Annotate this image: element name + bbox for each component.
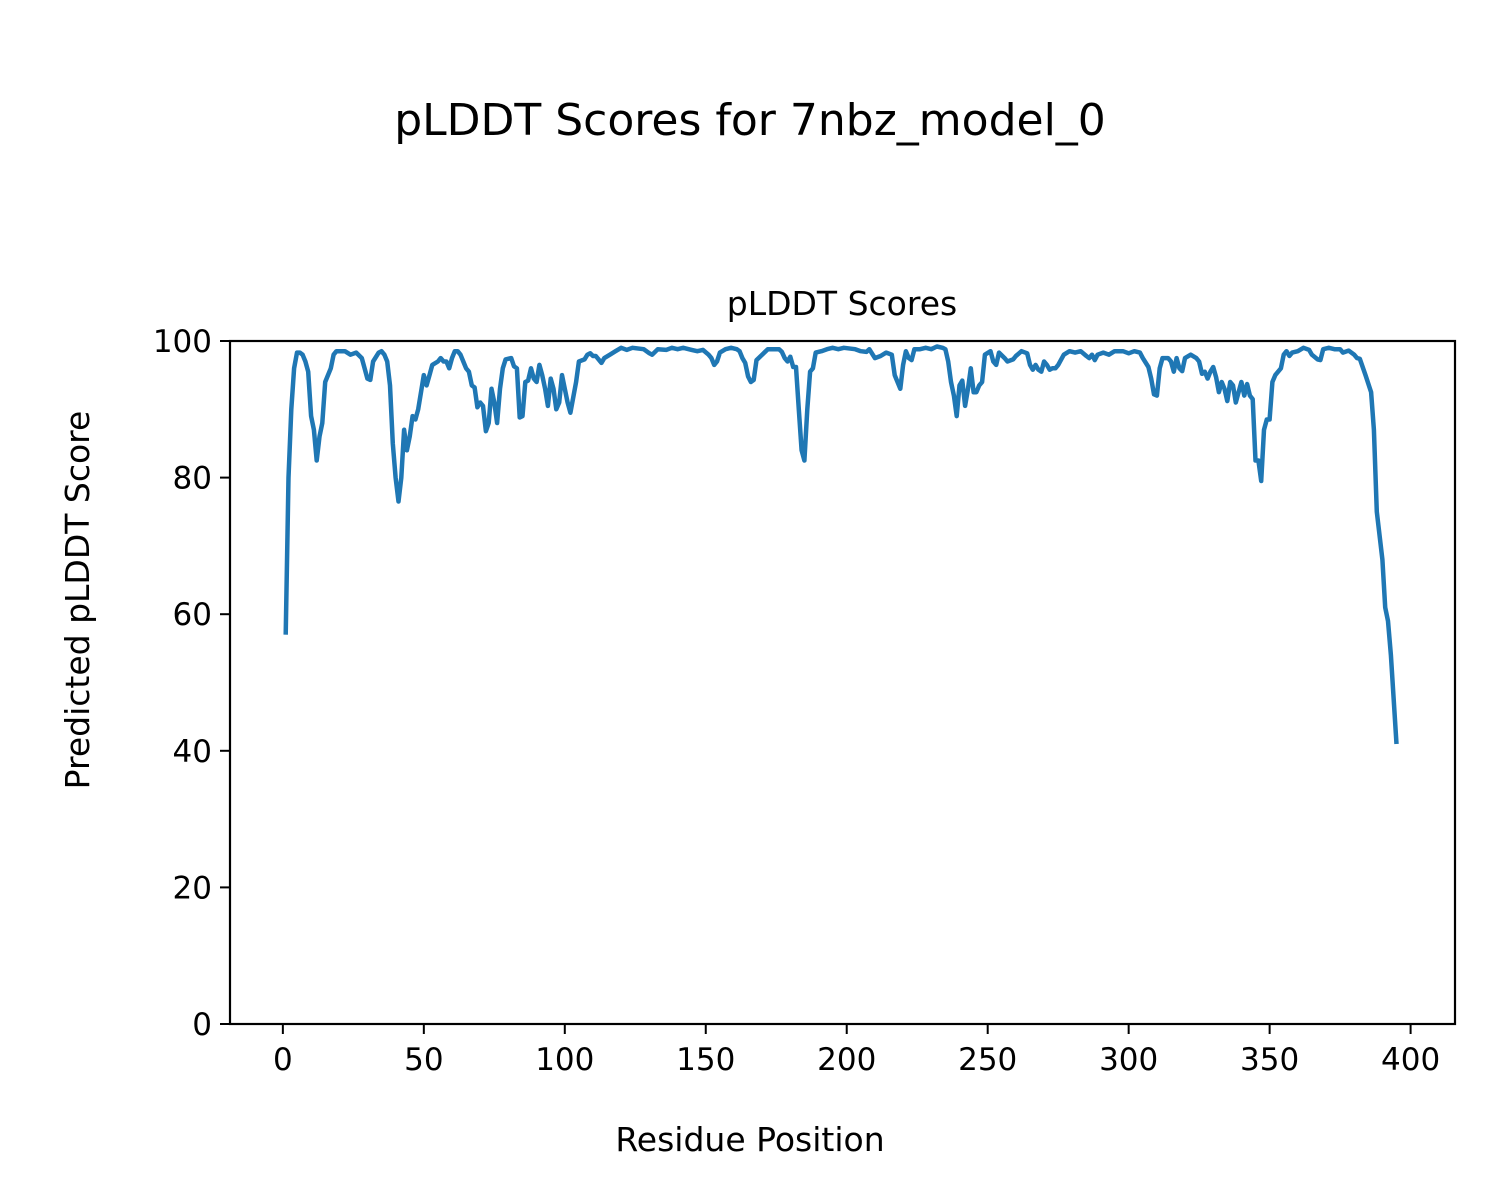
x-tick-label: 50 [404,1042,443,1078]
y-axis-label: Predicted pLDDT Score [58,411,97,790]
y-tick-label: 0 [192,1007,212,1043]
chart-suptitle: pLDDT Scores for 7nbz_model_0 [394,95,1106,146]
x-tick-label: 300 [1099,1042,1158,1078]
x-tick-label: 100 [535,1042,594,1078]
x-axis: 0 50 100 150 200 250 300 350 400 [273,1024,1440,1078]
plddt-line [283,344,1399,745]
y-tick-label: 80 [173,461,212,497]
y-tick-label: 40 [173,734,212,770]
y-tick-label: 20 [173,870,212,906]
x-tick-label: 350 [1240,1042,1299,1078]
y-tick-label: 60 [173,597,212,633]
x-axis-label: Residue Position [615,1120,884,1159]
chart-title: pLDDT Scores [727,284,957,323]
x-tick-label: 250 [958,1042,1017,1078]
plot-frame [228,339,1457,1026]
y-axis: 0 20 40 60 80 100 [153,324,230,1043]
x-tick-label: 400 [1381,1042,1440,1078]
x-tick-label: 0 [273,1042,293,1078]
x-tick-label: 200 [817,1042,876,1078]
y-tick-label: 100 [153,324,212,360]
x-tick-label: 150 [676,1042,735,1078]
line-series-layer [283,344,1399,745]
